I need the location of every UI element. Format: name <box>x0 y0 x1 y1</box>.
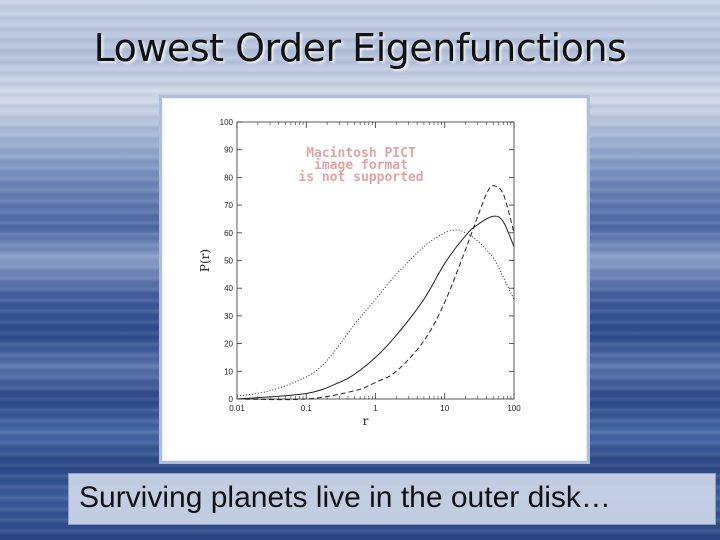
y-tick-label: 0 <box>229 395 234 404</box>
pict-note-line: Macintosh PICT <box>306 146 416 161</box>
chart-ticks: 0 10 20 30 40 50 60 70 80 90 100 0.01 0.1 1 10 100 r P(r) <box>198 118 521 428</box>
pict-note-line: image format <box>314 158 408 173</box>
y-tick-label: 40 <box>224 284 233 293</box>
caption-box: Surviving planets live in the outer disk… <box>68 473 716 525</box>
y-tick-label: 20 <box>224 340 233 349</box>
x-tick-label: 0.1 <box>301 404 313 413</box>
y-tick-label: 70 <box>224 201 233 210</box>
y-tick-label: 10 <box>224 367 233 376</box>
figure-frame: Macintosh PICT image format is not support… <box>159 95 590 464</box>
y-tick-label: 100 <box>220 118 234 127</box>
y-tick-label: 90 <box>224 146 233 155</box>
pict-note-line: is not supported <box>298 170 423 185</box>
y-tick-label: 50 <box>224 257 233 266</box>
x-tick-label: 100 <box>507 404 521 413</box>
y-tick-label: 80 <box>224 173 233 182</box>
y-tick-label: 30 <box>224 312 233 321</box>
y-tick-label: 60 <box>224 229 233 238</box>
chart-series <box>236 185 515 401</box>
x-tick-label: 10 <box>440 404 449 413</box>
x-tick-label: 0.01 <box>229 404 245 413</box>
y-axis-label: P(r) <box>198 249 212 272</box>
series-line-dotted <box>236 229 515 397</box>
slide-title: Lowest Order Eigenfunctions <box>93 26 627 70</box>
x-axis-label: r <box>363 414 369 428</box>
series-line-solid <box>236 215 515 400</box>
slide-caption: Surviving planets live in the outer disk… <box>79 481 611 514</box>
x-tick-label: 1 <box>373 404 378 413</box>
series-line-dashed <box>236 185 515 401</box>
